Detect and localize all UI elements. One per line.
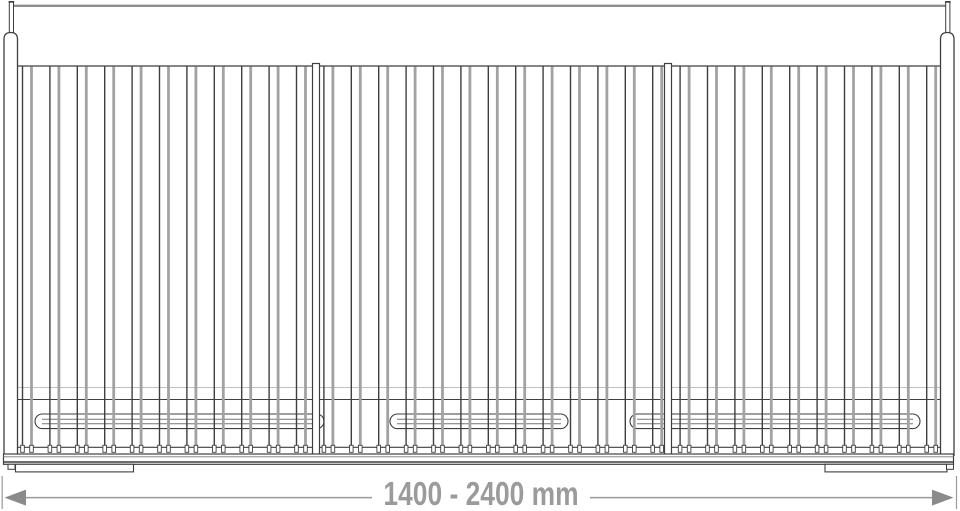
bar-foot <box>906 444 911 453</box>
bar-foot <box>330 444 336 453</box>
foot-bracket <box>824 463 948 473</box>
bar-foot <box>796 444 801 453</box>
bar-foot <box>275 444 281 453</box>
slot-outline <box>389 413 569 430</box>
bar-foot <box>760 444 765 453</box>
bottom-rail <box>2 453 955 465</box>
bar-foot <box>897 444 902 453</box>
bar-foot <box>440 444 445 453</box>
frame-posts-and-rails <box>2 1 955 473</box>
bar-foot <box>769 444 774 453</box>
bar-foot <box>549 444 555 453</box>
bar-foot <box>540 444 546 453</box>
bar-foot <box>823 444 829 453</box>
bar-foot <box>686 444 692 453</box>
bar-foot <box>924 444 929 453</box>
bar-foot <box>157 444 162 453</box>
dimension-label: 1400 - 2400 mm <box>383 476 578 511</box>
bar-foot <box>458 444 464 453</box>
bar-foot <box>111 444 116 453</box>
right-hanger-post <box>939 31 955 456</box>
bar-foot <box>166 444 171 453</box>
bar-foot <box>431 444 436 453</box>
bar-foot <box>412 444 418 453</box>
bar-foot <box>376 444 381 453</box>
seam-bar <box>663 62 673 456</box>
lower-band-lines <box>17 65 941 448</box>
grate-bars <box>20 66 938 453</box>
bar-foot <box>221 444 226 453</box>
foot-tab <box>946 463 954 470</box>
dimension-annotation: 1400 - 2400 mm <box>1 476 958 511</box>
left-hanger-post <box>3 31 19 456</box>
bar-foot <box>705 444 710 453</box>
left-hook-pin <box>8 1 14 33</box>
bar-foot <box>714 444 719 453</box>
bar-foot <box>732 444 738 453</box>
bar-foot <box>358 444 363 453</box>
bar-foot <box>933 444 938 453</box>
bar-foot <box>321 444 327 453</box>
bar-foot <box>84 444 89 453</box>
bar-foot <box>659 444 664 453</box>
bar-foot <box>467 444 473 453</box>
right-hook-pin <box>945 1 951 33</box>
bar-foot <box>248 444 253 453</box>
bar-foot <box>20 444 25 453</box>
bar-foot <box>677 444 683 453</box>
bar-foot <box>604 444 610 453</box>
bar-foot <box>239 444 244 453</box>
bar-foot <box>385 444 390 453</box>
bar-foot <box>75 444 80 453</box>
bar-foot <box>212 444 217 453</box>
bar-foot <box>495 444 500 453</box>
bar-foot <box>577 444 582 453</box>
bar-foot <box>623 444 628 453</box>
foot-tab <box>7 463 16 470</box>
arrow-left-icon <box>4 489 26 506</box>
bar-foot <box>29 444 34 453</box>
bar-foot <box>741 444 747 453</box>
arrow-right-icon <box>932 489 954 506</box>
bar-foot <box>56 444 62 453</box>
bar-foot <box>486 444 491 453</box>
bar-foot <box>266 444 272 453</box>
bar-foot <box>513 444 518 453</box>
bar-foot <box>878 444 884 453</box>
bar-foot <box>184 444 190 453</box>
slot-outline <box>629 413 921 430</box>
bar-foot <box>349 444 354 453</box>
bar-foot <box>650 444 655 453</box>
bar-foot <box>129 444 135 453</box>
foot-bracket <box>14 463 135 473</box>
bar-foot <box>138 444 144 453</box>
bar-foot <box>568 444 573 453</box>
bar-foot <box>851 444 856 453</box>
bar-foot <box>814 444 820 453</box>
slot-outline <box>34 413 325 430</box>
section-seams <box>311 62 673 456</box>
bar-foot <box>595 444 601 453</box>
bar-foot <box>842 444 847 453</box>
bar-foot <box>294 444 299 453</box>
bar-foot <box>632 444 637 453</box>
bar-foot <box>303 444 308 453</box>
bar-foot <box>193 444 199 453</box>
seam-bar <box>311 62 321 456</box>
bar-foot <box>47 444 53 453</box>
bar-foot <box>869 444 875 453</box>
bar-foot <box>403 444 409 453</box>
bar-foot <box>787 444 792 453</box>
bar-foot <box>522 444 527 453</box>
bar-foot <box>102 444 107 453</box>
